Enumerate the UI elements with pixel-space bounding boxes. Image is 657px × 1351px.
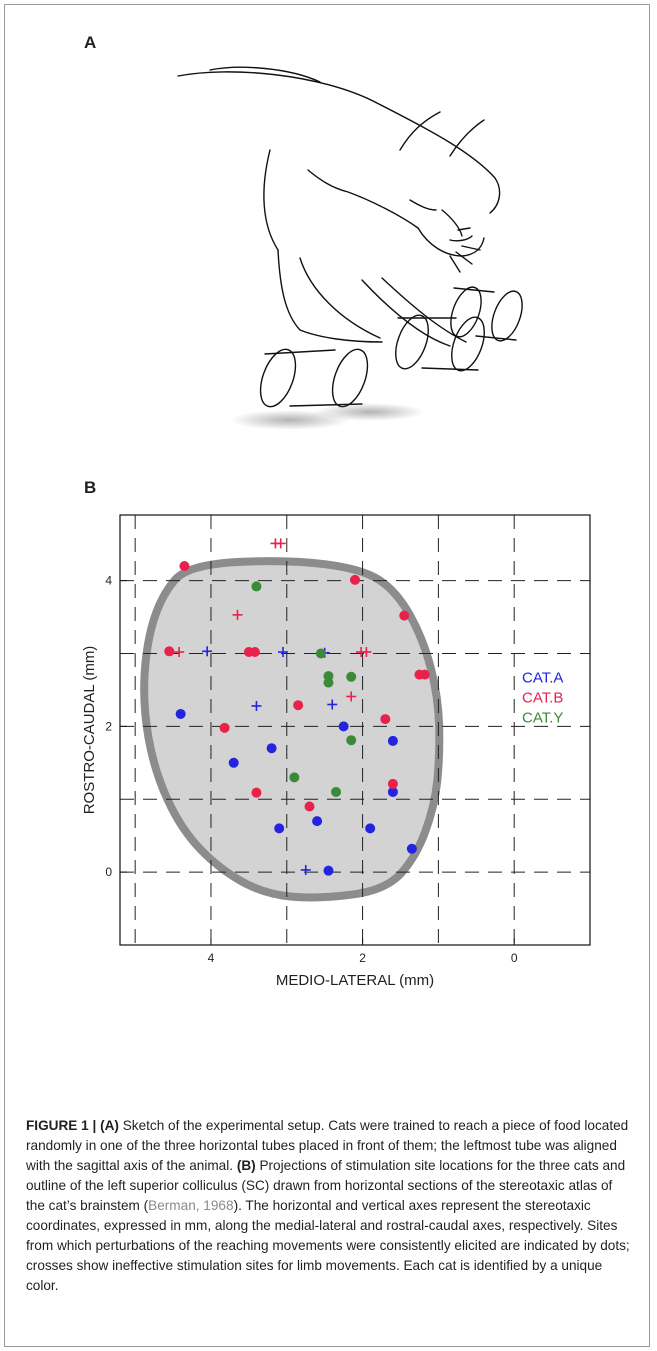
y-tick-label: 4 — [105, 574, 112, 588]
data-point-dot — [406, 843, 417, 854]
data-point-dot — [219, 722, 230, 733]
data-point-dot — [251, 581, 262, 592]
data-point-dot — [315, 648, 326, 659]
data-point-dot — [387, 735, 398, 746]
data-point-dot — [331, 786, 342, 797]
figure-frame — [4, 4, 650, 1347]
data-point-cross — [277, 647, 288, 658]
x-tick-label: 4 — [208, 951, 215, 965]
data-point-dot — [338, 721, 349, 732]
x-tick-label: 2 — [359, 951, 366, 965]
data-point-dot — [346, 735, 357, 746]
data-point-dot — [249, 647, 260, 658]
data-point-dot — [164, 646, 175, 657]
caption-figure-label: FIGURE 1 | — [26, 1118, 101, 1133]
data-point-dot — [274, 823, 285, 834]
data-point-cross — [202, 646, 213, 657]
caption-b-label: (B) — [236, 1158, 256, 1173]
data-point-dot — [350, 574, 360, 585]
data-point-cross — [327, 699, 338, 710]
data-point-dot — [304, 801, 315, 812]
panel-label-b: B — [84, 478, 97, 497]
data-point-cross — [275, 538, 286, 549]
data-point-cross — [361, 647, 372, 658]
data-point-dot — [419, 669, 430, 680]
caption-a-label: (A) — [100, 1118, 119, 1133]
superior-colliculus-outline — [140, 557, 444, 902]
panel-label-a: A — [84, 33, 97, 52]
data-point-dot — [251, 787, 262, 798]
stimulation-site-chart: 4 2 0 0 2 4 MEDIO-LATERAL (mm) ROSTRO-CAUDAL (m… — [81, 514, 591, 989]
legend-entry: CAT.Y — [522, 710, 563, 727]
data-point-dot — [312, 816, 323, 827]
y-tick-label: 2 — [105, 719, 112, 733]
data-point-dot — [175, 708, 186, 719]
data-point-dot — [387, 778, 398, 789]
data-point-dot — [323, 677, 334, 688]
y-tick-label: 0 — [105, 865, 112, 879]
data-point-cross — [300, 864, 311, 875]
data-point-cross — [232, 609, 243, 620]
data-point-dot — [293, 700, 304, 711]
data-point-dot — [266, 743, 277, 754]
data-point-dot — [228, 757, 239, 768]
caption-a-text: Sketch of the experimental setup. Cats w… — [26, 1118, 629, 1173]
data-point-dot — [380, 714, 391, 725]
data-point-cross — [251, 700, 262, 711]
legend-entry: CAT.B — [522, 690, 563, 707]
data-point-dot — [289, 772, 300, 783]
data-point-dot — [365, 823, 376, 834]
data-point-cross — [174, 647, 185, 658]
caption-b-text-end: ). The horizontal and vertical axes repr… — [26, 1198, 630, 1293]
x-axis-label: MEDIO-LATERAL (mm) — [276, 972, 434, 989]
data-point-dot — [346, 671, 357, 682]
data-point-dot — [387, 786, 398, 797]
plot-frame — [119, 514, 591, 946]
legend-entry: CAT.A — [522, 670, 563, 687]
caption-b-text: Projections of stimulation site location… — [26, 1158, 626, 1213]
data-point-dot — [179, 561, 190, 572]
y-axis-label: ROSTRO-CAUDAL (mm) — [81, 646, 98, 815]
data-point-dot — [323, 865, 334, 876]
x-tick-label: 0 — [511, 951, 518, 965]
cat-reaching-sketch — [177, 66, 523, 430]
figure-caption: FIGURE 1 | (A) Sketch of the experimenta… — [26, 1116, 634, 1296]
caption-citation-link[interactable]: Berman, 1968 — [148, 1198, 234, 1213]
data-point-cross — [346, 691, 357, 702]
data-point-dot — [399, 610, 410, 621]
